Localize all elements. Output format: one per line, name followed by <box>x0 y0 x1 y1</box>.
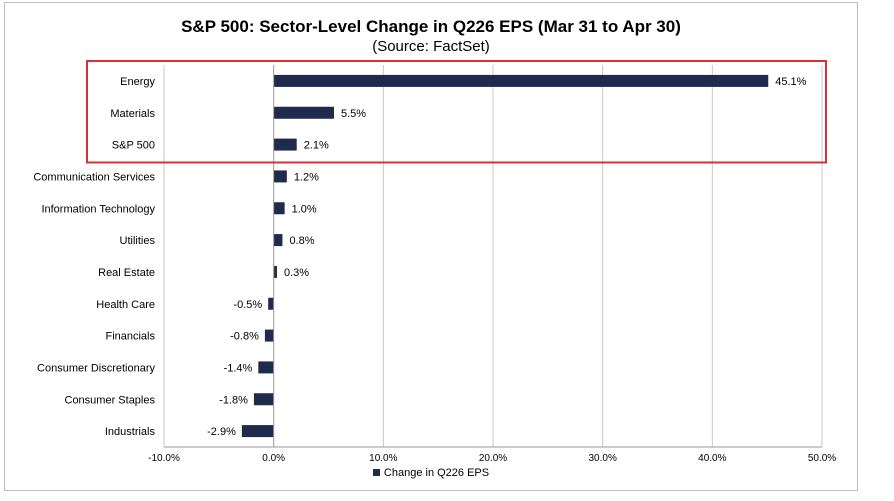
category-label: Consumer Staples <box>65 394 156 406</box>
data-label: 1.2% <box>294 171 319 183</box>
data-label: 1.0% <box>292 203 317 215</box>
data-label: 45.1% <box>775 76 806 88</box>
data-label: 5.5% <box>341 108 366 120</box>
data-label: -1.8% <box>219 394 248 406</box>
bar <box>273 202 285 215</box>
category-label: Consumer Discretionary <box>37 362 155 374</box>
x-tick-label: 0.0% <box>262 453 285 464</box>
x-tick-label: 50.0% <box>808 453 836 464</box>
category-label: Financials <box>105 331 155 343</box>
x-tick-label: 40.0% <box>698 453 726 464</box>
data-label: 0.3% <box>284 267 309 279</box>
bar <box>273 170 287 183</box>
chart-frame: S&P 500: Sector-Level Change in Q226 EPS… <box>4 2 858 491</box>
highlight-box <box>86 60 827 164</box>
bar <box>273 265 277 278</box>
data-label: -1.4% <box>224 362 253 374</box>
x-tick-label: -10.0% <box>148 453 180 464</box>
legend-label: Change in Q226 EPS <box>383 467 490 479</box>
chart-subtitle: (Source: FactSet) <box>372 38 490 55</box>
category-label: Industrials <box>105 426 156 438</box>
category-label: Utilities <box>120 235 156 247</box>
bar <box>268 297 274 310</box>
bar <box>273 74 769 87</box>
x-tick-label: 20.0% <box>479 453 507 464</box>
category-label: Information Technology <box>41 203 155 215</box>
chart-title: S&P 500: Sector-Level Change in Q226 EPS… <box>181 17 681 36</box>
bar-chart: -10.0% 0.0% 10.0% 20.0% 30.0% 40.0% 50.0% Energ… <box>33 60 836 464</box>
x-tick-label: 30.0% <box>588 453 616 464</box>
bar <box>253 393 274 406</box>
x-tick-label: 10.0% <box>369 453 397 464</box>
data-label: 0.8% <box>289 235 314 247</box>
data-label: -0.5% <box>233 299 262 311</box>
data-label: 2.1% <box>304 140 329 152</box>
bar <box>273 234 283 247</box>
data-label: -2.9% <box>207 426 236 438</box>
category-label: Health Care <box>96 299 155 311</box>
category-label: Communication Services <box>33 171 155 183</box>
data-label: -0.8% <box>230 331 259 343</box>
legend-swatch <box>372 468 380 476</box>
bar <box>258 361 274 374</box>
legend: Change in Q226 EPS <box>5 467 857 479</box>
bar <box>273 138 297 151</box>
category-label: S&P 500 <box>112 140 155 152</box>
category-label: Materials <box>110 108 155 120</box>
bar <box>264 329 274 342</box>
bar <box>273 106 334 119</box>
category-label: Energy <box>120 76 155 88</box>
category-label: Real Estate <box>98 267 155 279</box>
bar <box>241 425 274 438</box>
